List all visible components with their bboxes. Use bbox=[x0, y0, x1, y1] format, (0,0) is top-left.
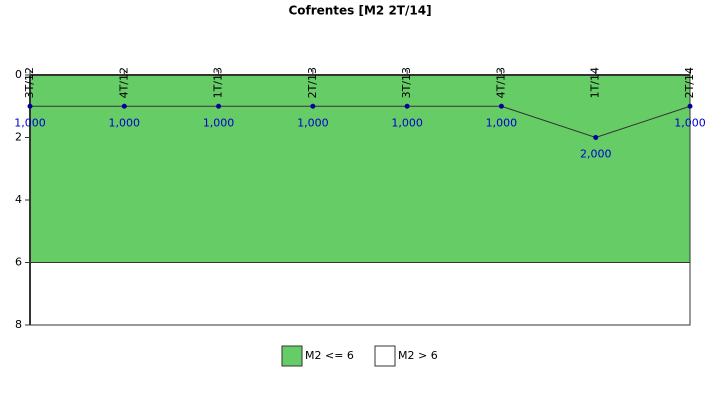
y-tick-label: 8 bbox=[15, 318, 22, 331]
marker bbox=[593, 135, 599, 140]
x-tick-label: 2T/13 bbox=[306, 67, 319, 98]
legend-label: M2 <= 6 bbox=[305, 349, 354, 362]
data-line bbox=[30, 105, 691, 139]
value-label: 1,000 bbox=[109, 116, 141, 129]
marker bbox=[687, 103, 693, 109]
marker bbox=[216, 103, 222, 109]
x-tick-label: 4T/13 bbox=[494, 67, 507, 98]
y-tick-label: 0 bbox=[15, 68, 22, 81]
y-tick-label: 6 bbox=[15, 256, 22, 269]
chart-title: Cofrentes [M2 2T/14] bbox=[288, 4, 431, 18]
value-label: 1,000 bbox=[486, 116, 518, 129]
value-label: 1,000 bbox=[391, 116, 423, 129]
x-tick-label: 3T/13 bbox=[400, 67, 413, 98]
value-label: 2,000 bbox=[580, 148, 612, 161]
marker bbox=[121, 103, 127, 109]
value-label: 1,000 bbox=[203, 116, 235, 129]
marker bbox=[27, 103, 33, 109]
value-label: 1,000 bbox=[674, 116, 706, 129]
value-label: 1,000 bbox=[297, 116, 329, 129]
legend-swatch bbox=[374, 345, 396, 367]
y-tick-label: 4 bbox=[15, 193, 22, 206]
x-tick-label: 4T/12 bbox=[117, 67, 130, 98]
band bbox=[29, 74, 691, 263]
band bbox=[29, 262, 691, 326]
x-tick-label: 1T/14 bbox=[589, 67, 602, 98]
y-tick-label: 2 bbox=[15, 131, 22, 144]
x-tick-label: 1T/13 bbox=[212, 67, 225, 98]
x-tick-label: 3T/12 bbox=[23, 67, 36, 98]
marker bbox=[310, 103, 316, 109]
legend-label: M2 > 6 bbox=[398, 349, 438, 362]
marker bbox=[404, 103, 410, 109]
value-label: 1,000 bbox=[14, 116, 46, 129]
legend-swatch bbox=[281, 345, 303, 367]
x-tick-label: 2T/14 bbox=[683, 67, 696, 98]
marker bbox=[498, 103, 504, 109]
